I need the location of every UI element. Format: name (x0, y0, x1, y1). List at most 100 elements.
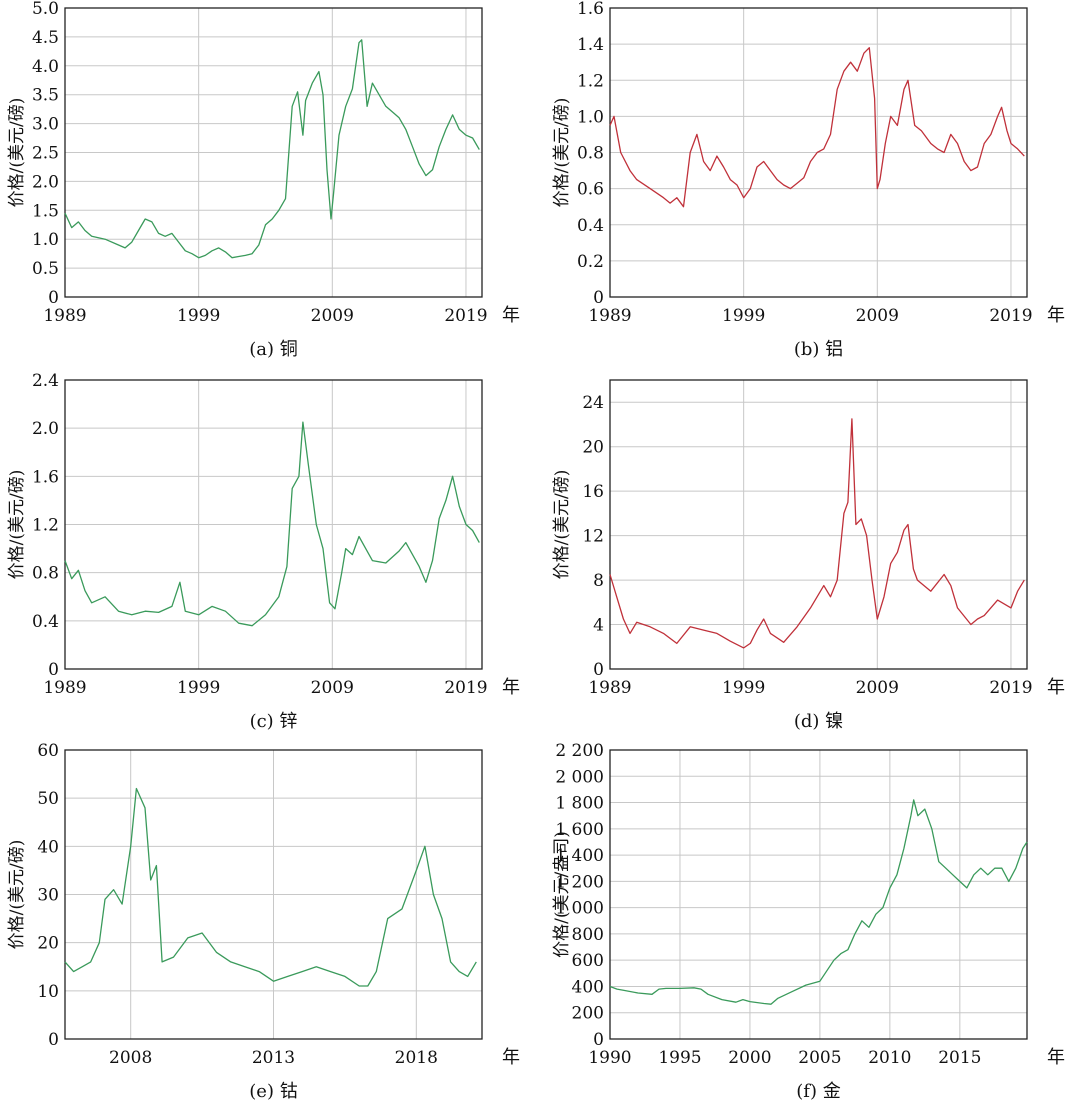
x-axis-unit: 年 (502, 305, 520, 326)
y-tick-label: 0 (48, 1030, 59, 1050)
y-tick-label: 30 (37, 886, 59, 906)
y-tick-label: 0.5 (32, 259, 59, 279)
y-tick-label: 1.0 (577, 107, 604, 127)
x-tick-label: 2019 (989, 678, 1032, 698)
chart-svg: 0 4 8 12 16 20 24 1989 1999 2009 2019 价格/(美元/磅) 年 (d)… (552, 379, 1065, 732)
x-tick-label: 1995 (658, 1048, 701, 1068)
y-tick-label: 0 (593, 1030, 604, 1050)
plot-frame (609, 379, 1028, 670)
y-tick-label: 800 (572, 925, 604, 945)
y-tick-label: 0.6 (577, 180, 604, 200)
y-tick-label: 1.2 (577, 71, 604, 91)
y-tick-label: 2.0 (32, 172, 59, 192)
x-tick-label: 1999 (722, 678, 765, 698)
chart-panel-aluminum: 0 0.2 0.4 0.6 0.8 1.0 1.2 1.4 1.6 1989 1999 2009 201… (545, 0, 1080, 369)
x-tick-label: 2008 (109, 1048, 152, 1068)
chart-panel-cobalt: 0 10 20 30 40 50 60 2008 2013 2018 价格/(美元/磅) 年 (e) 钴 (0, 741, 535, 1111)
plot-frame (609, 7, 1028, 298)
chart-panel-gold: 0 200 400 600 800 1 000 1 200 1 400 1 600 1 800 2 … (545, 741, 1080, 1111)
y-tick-label: 20 (37, 934, 59, 954)
y-axis-label: 价格/(美元/磅) (7, 470, 27, 580)
x-tick-label: 2009 (856, 306, 899, 326)
chart-caption: (b) 铝 (794, 339, 843, 360)
x-tick-label: 2019 (989, 306, 1032, 326)
chart-svg: 0 10 20 30 40 50 60 2008 2013 2018 价格/(美元/磅) 年 (e) 钴 (7, 741, 520, 1102)
y-tick-label: 1.4 (577, 35, 604, 55)
y-axis-label: 价格/(美元/磅) (7, 98, 27, 208)
chart-svg: 0 0.4 0.8 1.2 1.6 2.0 2.4 1989 1999 2009 2019 价格/(美… (7, 371, 520, 732)
y-tick-label: 16 (582, 482, 604, 502)
y-tick-label: 3.5 (32, 86, 59, 106)
x-tick-label: 1989 (588, 678, 631, 698)
x-tick-label: 2018 (395, 1048, 438, 1068)
chart-caption: (e) 钴 (249, 1081, 297, 1102)
y-tick-label: 0.8 (577, 144, 604, 164)
y-tick-label: 1 600 (555, 820, 604, 840)
series-line (64, 39, 480, 259)
x-tick-label: 2019 (444, 306, 487, 326)
plot-frame (609, 749, 1028, 1040)
y-tick-label: 2 000 (555, 767, 604, 787)
plot-frame (64, 379, 483, 670)
chart-caption: (c) 锌 (250, 711, 298, 732)
y-tick-label: 600 (572, 951, 604, 971)
y-tick-label: 1 000 (555, 899, 604, 919)
y-tick-label: 5.0 (32, 0, 59, 19)
chart-caption: (f) 金 (796, 1081, 840, 1102)
y-tick-label: 1.2 (32, 516, 59, 536)
x-axis-unit: 年 (1047, 305, 1065, 326)
plot-frame (64, 7, 483, 298)
x-tick-label: 1989 (588, 306, 631, 326)
x-tick-label: 1999 (177, 678, 220, 698)
y-tick-label: 1.6 (32, 467, 59, 487)
y-tick-label: 8 (593, 571, 604, 591)
y-tick-label: 3.0 (32, 115, 59, 135)
y-tick-label: 2.0 (32, 419, 59, 439)
x-tick-label: 2019 (444, 678, 487, 698)
y-tick-label: 60 (37, 742, 59, 761)
y-tick-label: 0.2 (577, 252, 604, 272)
chart-svg: 0 200 400 600 800 1 000 1 200 1 400 1 600 1 800 2 … (552, 741, 1065, 1102)
y-tick-label: 4.0 (32, 57, 59, 77)
y-tick-label: 0 (48, 660, 59, 680)
y-tick-label: 4 (593, 616, 604, 636)
x-axis-unit: 年 (1047, 677, 1065, 698)
y-tick-label: 0.4 (577, 216, 604, 236)
y-tick-label: 24 (582, 393, 604, 413)
series-line (609, 418, 1025, 649)
x-tick-label: 2010 (868, 1048, 911, 1068)
y-tick-label: 40 (37, 837, 59, 857)
y-tick-label: 0 (593, 660, 604, 680)
y-tick-label: 0.8 (32, 564, 59, 584)
y-tick-label: 4.5 (32, 28, 59, 48)
y-tick-label: 2.5 (32, 144, 59, 164)
y-tick-label: 1 800 (555, 794, 604, 814)
x-tick-label: 2005 (798, 1048, 841, 1068)
x-tick-label: 2000 (728, 1048, 771, 1068)
y-axis-label: 价格/(美元/磅) (7, 840, 27, 950)
x-tick-label: 1990 (588, 1048, 631, 1068)
x-tick-label: 2009 (311, 306, 354, 326)
series-line (64, 421, 480, 627)
y-tick-label: 200 (572, 1004, 604, 1024)
y-axis-label: 价格/(美元/磅) (552, 470, 572, 580)
x-axis-unit: 年 (502, 1047, 520, 1068)
x-axis-unit: 年 (502, 677, 520, 698)
y-tick-label: 0.4 (32, 612, 59, 632)
y-tick-label: 1.6 (577, 0, 604, 19)
series-line (609, 799, 1028, 1005)
x-tick-label: 2013 (252, 1048, 295, 1068)
x-tick-label: 1989 (43, 306, 86, 326)
series-line (64, 787, 477, 987)
x-tick-label: 1989 (43, 678, 86, 698)
y-tick-label: 1 400 (555, 846, 604, 866)
chart-svg: 0 0.2 0.4 0.6 0.8 1.0 1.2 1.4 1.6 1989 1999 2009 201… (552, 0, 1065, 360)
x-tick-label: 1999 (722, 306, 765, 326)
x-tick-label: 2009 (311, 678, 354, 698)
x-axis-unit: 年 (1047, 1047, 1065, 1068)
y-tick-label: 10 (37, 982, 59, 1002)
x-tick-label: 1999 (177, 306, 220, 326)
chart-caption: (a) 铜 (249, 339, 298, 360)
chart-panel-copper: 0 0.5 1.0 1.5 2.0 2.5 3.0 3.5 4.0 4.5 5.0 1989 1999 2… (0, 0, 535, 369)
y-tick-label: 1.5 (32, 201, 59, 221)
